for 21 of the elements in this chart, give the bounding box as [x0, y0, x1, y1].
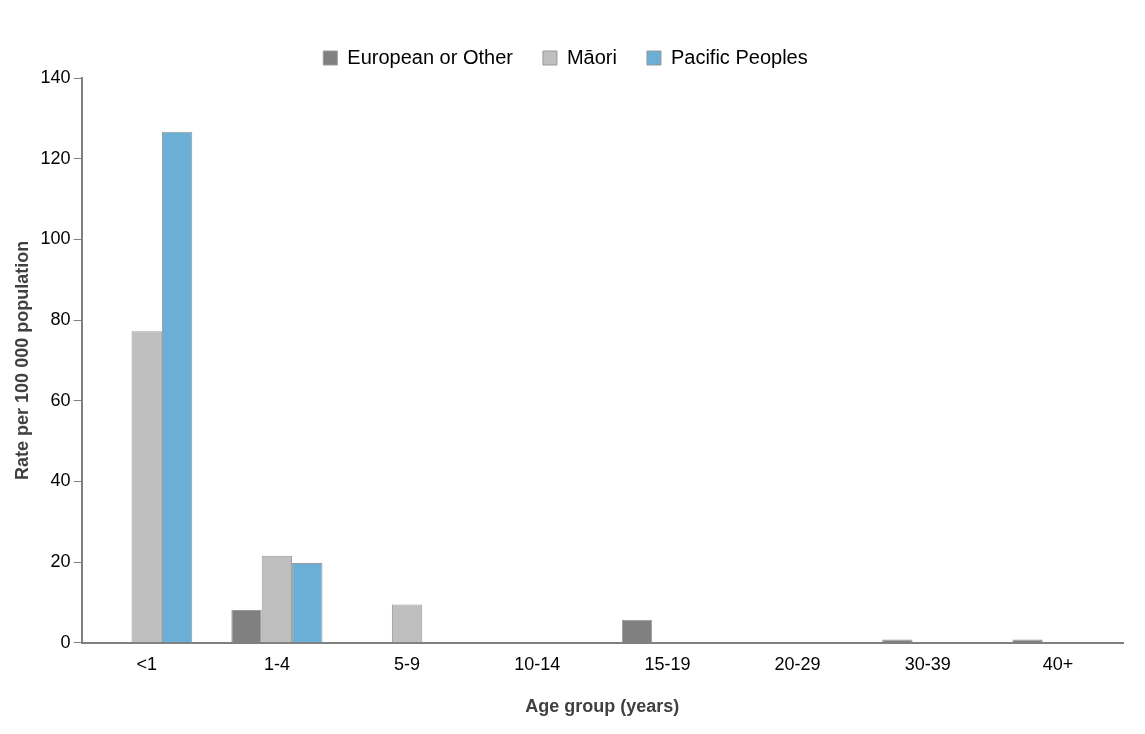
y-tick-label: 0 — [60, 631, 71, 652]
y-tick-label: 100 — [40, 228, 71, 249]
x-tick-label: 10-14 — [514, 653, 561, 674]
legend-label: European or Other — [347, 45, 514, 68]
legend-label: Māori — [566, 45, 617, 68]
x-tick-label: 1-4 — [263, 653, 290, 674]
legend-label: Pacific Peoples — [670, 45, 808, 68]
y-tick-label: 60 — [50, 389, 71, 410]
y-tick-label: 120 — [40, 147, 71, 168]
x-tick-label: 20-29 — [774, 653, 821, 674]
y-tick-label: 80 — [50, 309, 71, 330]
x-tick-label: 15-19 — [644, 653, 691, 674]
y-tick-label: 20 — [50, 551, 71, 572]
y-axis-title: Rate per 100 000 population — [11, 240, 32, 480]
x-tick-label: 40+ — [1042, 653, 1074, 674]
x-tick-label: 30-39 — [904, 653, 951, 674]
y-tick-label: 40 — [50, 470, 71, 491]
x-tick-label: 5-9 — [394, 653, 421, 674]
x-tick-label: <1 — [136, 653, 157, 674]
x-axis-title: Age group (years) — [525, 696, 680, 717]
y-tick-label: 140 — [40, 66, 71, 87]
